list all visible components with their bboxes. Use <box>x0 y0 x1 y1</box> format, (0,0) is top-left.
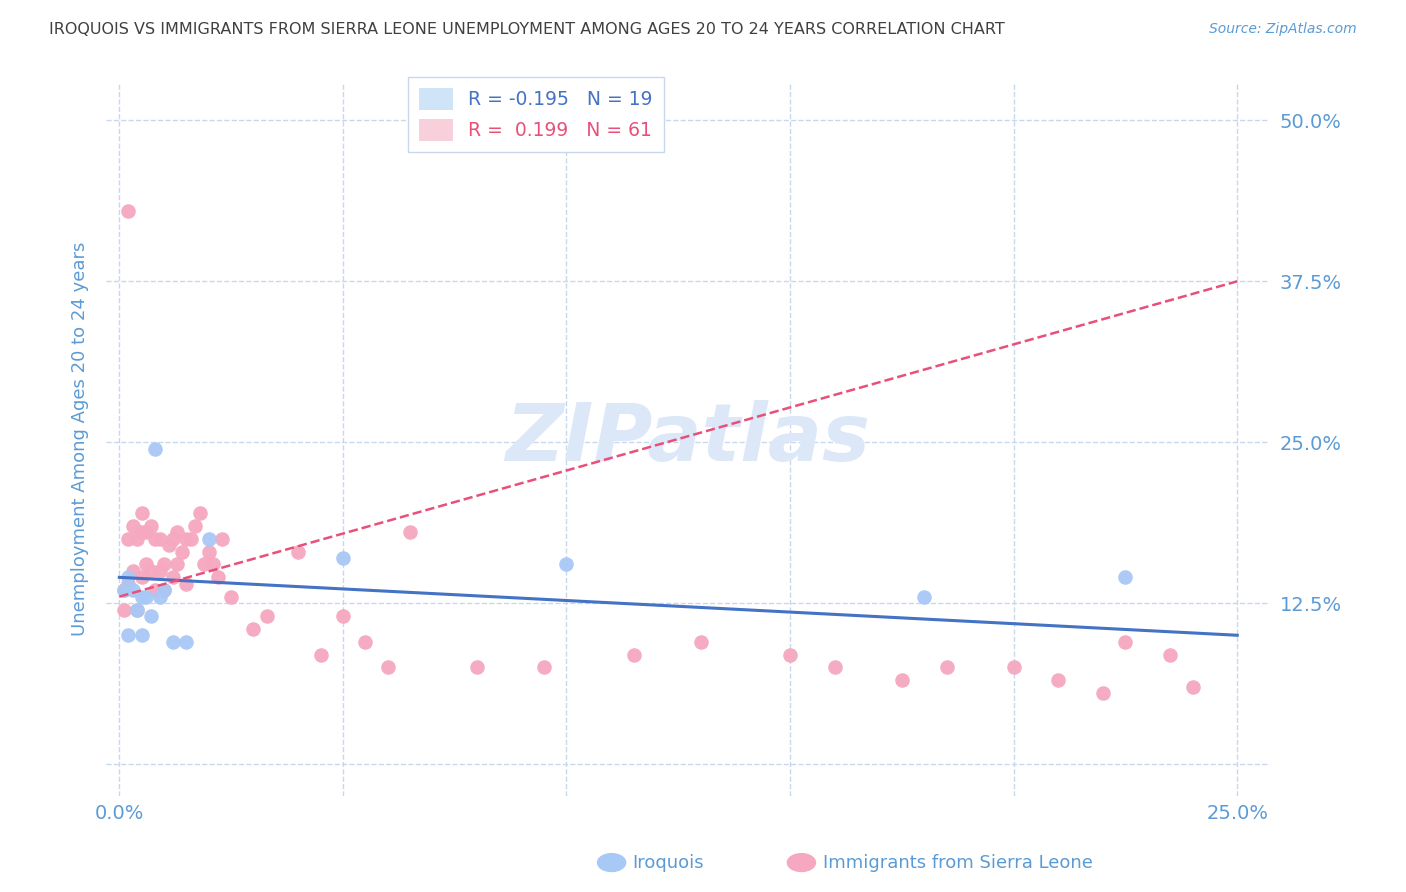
Y-axis label: Unemployment Among Ages 20 to 24 years: Unemployment Among Ages 20 to 24 years <box>72 242 89 636</box>
Point <box>153 583 176 598</box>
Point <box>1181 680 1204 694</box>
Text: Immigrants from Sierra Leone: Immigrants from Sierra Leone <box>823 854 1092 871</box>
Point <box>287 544 309 558</box>
Point <box>131 570 153 584</box>
Point <box>465 660 488 674</box>
Point <box>139 519 162 533</box>
Point <box>219 590 242 604</box>
Text: IROQUOIS VS IMMIGRANTS FROM SIERRA LEONE UNEMPLOYMENT AMONG AGES 20 TO 24 YEARS : IROQUOIS VS IMMIGRANTS FROM SIERRA LEONE… <box>49 22 1005 37</box>
Point <box>211 532 233 546</box>
Point <box>890 673 912 688</box>
Point <box>153 558 176 572</box>
Point <box>143 442 166 456</box>
Point <box>112 602 135 616</box>
Point <box>121 519 143 533</box>
Point <box>184 519 207 533</box>
Point <box>180 532 202 546</box>
Point <box>148 590 170 604</box>
Point <box>824 660 846 674</box>
Point <box>176 576 198 591</box>
Point <box>117 570 139 584</box>
Legend: R = -0.195   N = 19, R =  0.199   N = 61: R = -0.195 N = 19, R = 0.199 N = 61 <box>408 77 664 152</box>
Point <box>127 532 149 546</box>
Point <box>555 558 578 572</box>
Point <box>121 583 143 598</box>
Point <box>256 609 278 624</box>
Point <box>127 602 149 616</box>
Point <box>197 544 219 558</box>
Point <box>332 609 354 624</box>
Point <box>1092 686 1115 700</box>
Point <box>157 538 180 552</box>
Text: Source: ZipAtlas.com: Source: ZipAtlas.com <box>1209 22 1357 37</box>
Point <box>779 648 801 662</box>
Point <box>623 648 645 662</box>
Point <box>121 564 143 578</box>
Point <box>912 590 935 604</box>
Point <box>533 660 555 674</box>
Point <box>193 558 215 572</box>
Point <box>1159 648 1181 662</box>
Point <box>112 583 135 598</box>
Point <box>1002 660 1025 674</box>
Point <box>166 558 188 572</box>
Point <box>131 506 153 520</box>
Point <box>135 525 157 540</box>
Point <box>188 506 211 520</box>
Point <box>117 576 139 591</box>
Point <box>170 544 193 558</box>
Point <box>131 628 153 642</box>
Point <box>1114 570 1136 584</box>
Point <box>166 525 188 540</box>
Text: ZIPatlas: ZIPatlas <box>505 400 870 478</box>
Point <box>153 583 176 598</box>
Point <box>131 590 153 604</box>
Point <box>309 648 332 662</box>
Text: Iroquois: Iroquois <box>633 854 704 871</box>
Point <box>1047 673 1070 688</box>
Point <box>117 532 139 546</box>
Point <box>131 525 153 540</box>
Point <box>354 634 377 648</box>
Point <box>143 532 166 546</box>
Point <box>207 570 229 584</box>
Point <box>127 602 149 616</box>
Point <box>242 622 264 636</box>
Point <box>202 558 225 572</box>
Point <box>332 551 354 566</box>
Point <box>117 628 139 642</box>
Point <box>148 564 170 578</box>
Point <box>139 609 162 624</box>
Point <box>135 558 157 572</box>
Point <box>176 634 198 648</box>
Point <box>162 570 184 584</box>
Point <box>143 583 166 598</box>
Point <box>112 583 135 598</box>
Point <box>139 564 162 578</box>
Point <box>935 660 957 674</box>
Point <box>148 532 170 546</box>
Point <box>197 532 219 546</box>
Point <box>162 532 184 546</box>
Point <box>162 634 184 648</box>
Point <box>1114 634 1136 648</box>
Point <box>176 532 198 546</box>
Point <box>135 590 157 604</box>
Point <box>399 525 422 540</box>
Point <box>689 634 711 648</box>
Point <box>377 660 399 674</box>
Point <box>117 203 139 218</box>
